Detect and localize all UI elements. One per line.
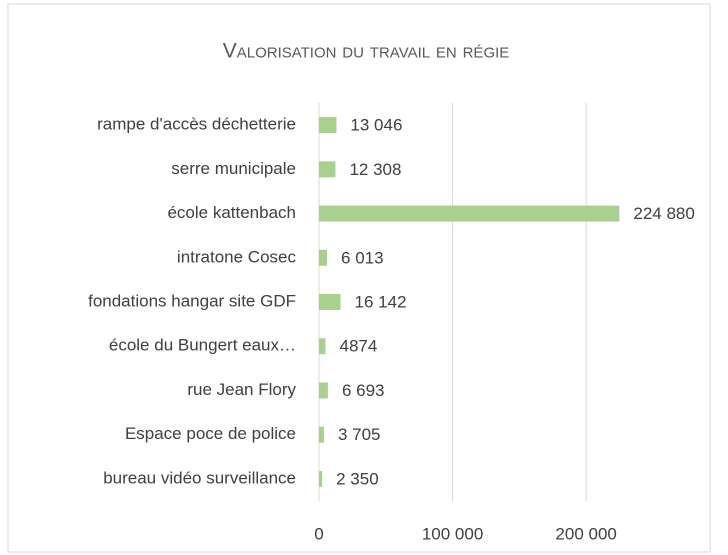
bar <box>319 470 323 487</box>
y-tick-label: intratone Cosec <box>177 247 297 266</box>
bar <box>319 161 336 178</box>
chart-title: Valorisation du travail en régie <box>223 40 510 63</box>
data-label: 16 142 <box>355 292 407 311</box>
data-label: 13 046 <box>350 116 402 135</box>
y-tick-label: fondations hangar site GDF <box>88 291 296 310</box>
x-tick-label: 0 <box>314 524 323 543</box>
bar <box>319 338 326 355</box>
data-label: 3 705 <box>338 425 381 444</box>
bar <box>319 294 341 310</box>
y-tick-label: école du Bungert eaux… <box>109 336 296 355</box>
y-tick-label: bureau vidéo surveillance <box>103 468 296 487</box>
y-tick-label: école kattenbach <box>167 203 296 222</box>
chart-frame <box>7 3 711 553</box>
y-tick-label: Espace poce de police <box>125 424 296 443</box>
bar <box>319 426 324 443</box>
bar <box>319 382 328 399</box>
x-tick-label: 100 000 <box>422 524 483 543</box>
y-tick-label: rampe d'accès déchetterie <box>97 115 296 134</box>
bar <box>319 117 337 134</box>
data-label: 6 693 <box>342 381 385 400</box>
data-label: 6 013 <box>341 248 384 267</box>
data-label: 2 350 <box>336 469 379 488</box>
data-label: 4874 <box>340 337 378 356</box>
bar <box>319 205 620 222</box>
bar <box>319 249 328 266</box>
y-tick-label: rue Jean Flory <box>187 380 296 399</box>
x-tick-label: 200 000 <box>555 524 616 543</box>
y-tick-label: serre municipale <box>171 159 296 178</box>
data-label: 224 880 <box>633 204 694 223</box>
data-label: 12 308 <box>349 160 401 179</box>
